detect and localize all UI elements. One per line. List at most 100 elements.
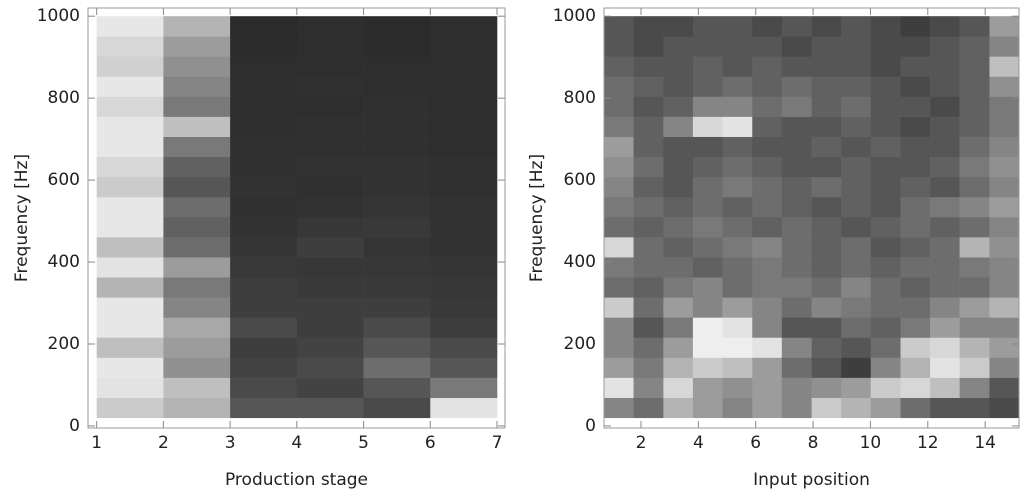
heat-cell [989, 96, 1020, 117]
heat-cell [363, 116, 431, 137]
x-tick-label: 2 [636, 433, 647, 453]
heat-cell [163, 277, 231, 298]
heat-cell [633, 237, 664, 258]
heat-cell [722, 16, 753, 37]
heat-cell [900, 16, 931, 37]
heat-cell [633, 156, 664, 178]
heat-cell [930, 277, 960, 298]
heat-cell [841, 297, 872, 318]
heat-cell [870, 337, 901, 358]
heat-cell [692, 277, 723, 298]
heat-cell [722, 337, 753, 358]
heat-cell [930, 397, 960, 419]
heat-cell [841, 216, 872, 238]
x-axis-label: Input position [753, 470, 870, 490]
heat-cell [811, 277, 842, 298]
heat-cell [163, 317, 231, 338]
heat-cell [989, 237, 1020, 258]
heat-cell [633, 116, 664, 137]
heat-cell [430, 337, 498, 358]
heat-cell [900, 116, 931, 137]
heat-cell [296, 176, 364, 198]
heat-cell [722, 136, 753, 158]
heat-cell [989, 357, 1020, 378]
heat-cell [930, 357, 960, 378]
heat-cell [692, 237, 723, 258]
heat-cell [604, 56, 634, 77]
heat-cell [989, 377, 1020, 398]
heat-cell [430, 397, 498, 419]
heat-cell [752, 277, 783, 298]
heat-cell [959, 317, 990, 338]
heat-cell [692, 317, 723, 338]
heat-cell [663, 176, 694, 198]
heat-cell [633, 277, 664, 298]
heat-cell [230, 196, 298, 218]
x-tick-label: 6 [750, 433, 761, 453]
x-tick-label: 4 [291, 433, 302, 453]
heat-cell [430, 36, 498, 57]
heat-cell [930, 116, 960, 137]
heat-cell [430, 96, 498, 117]
heat-cell [841, 337, 872, 358]
heat-cell [930, 96, 960, 117]
heat-cell [781, 76, 812, 97]
heat-cell [604, 176, 634, 198]
heat-cell [841, 397, 872, 419]
heat-cell [230, 397, 298, 419]
heat-cell [363, 397, 431, 419]
heat-cell [604, 337, 634, 358]
heat-cell [870, 357, 901, 378]
heat-cell [604, 317, 634, 338]
heat-cell [163, 337, 231, 358]
heat-cell [692, 397, 723, 419]
heat-cell [811, 216, 842, 238]
heat-cell [633, 196, 664, 218]
heat-cell [296, 317, 364, 338]
heat-cell [663, 196, 694, 218]
x-tick-label: 2 [158, 433, 169, 453]
heat-cell [722, 56, 753, 77]
heat-cell [163, 36, 231, 57]
heat-cell [870, 237, 901, 258]
heat-cell [296, 36, 364, 57]
heat-cell [633, 337, 664, 358]
heat-cell [811, 56, 842, 77]
heat-cell [722, 297, 753, 318]
heat-cell [296, 56, 364, 77]
heat-cell [663, 116, 694, 137]
heat-cell [959, 96, 990, 117]
heat-cell [296, 337, 364, 358]
heat-cell [752, 156, 783, 178]
y-tick-label: 600 [48, 170, 80, 190]
heat-cell [96, 156, 164, 178]
heat-cell [959, 156, 990, 178]
heat-cell [930, 196, 960, 218]
heat-cell [781, 277, 812, 298]
heat-cell [722, 176, 753, 198]
heat-cell [959, 297, 990, 318]
heat-cell [752, 136, 783, 158]
heat-cell [781, 337, 812, 358]
heat-cell [296, 76, 364, 97]
heat-cell [959, 136, 990, 158]
heat-cell [841, 116, 872, 137]
y-tick-label: 0 [69, 416, 80, 436]
heat-cell [900, 176, 931, 198]
heat-cell [604, 116, 634, 137]
y-tick-label: 0 [585, 416, 596, 436]
heat-cell [663, 56, 694, 77]
heat-cell [959, 357, 990, 378]
heat-cell [752, 216, 783, 238]
heat-cell [930, 237, 960, 258]
heat-cell [604, 36, 634, 57]
heat-cell [959, 377, 990, 398]
heat-cell [96, 56, 164, 77]
heat-cell [870, 136, 901, 158]
heat-cell [230, 56, 298, 77]
heat-cell [692, 116, 723, 137]
heat-cell [870, 277, 901, 298]
heat-cell [841, 136, 872, 158]
heat-cell [959, 216, 990, 238]
y-tick-label: 400 [564, 252, 596, 272]
